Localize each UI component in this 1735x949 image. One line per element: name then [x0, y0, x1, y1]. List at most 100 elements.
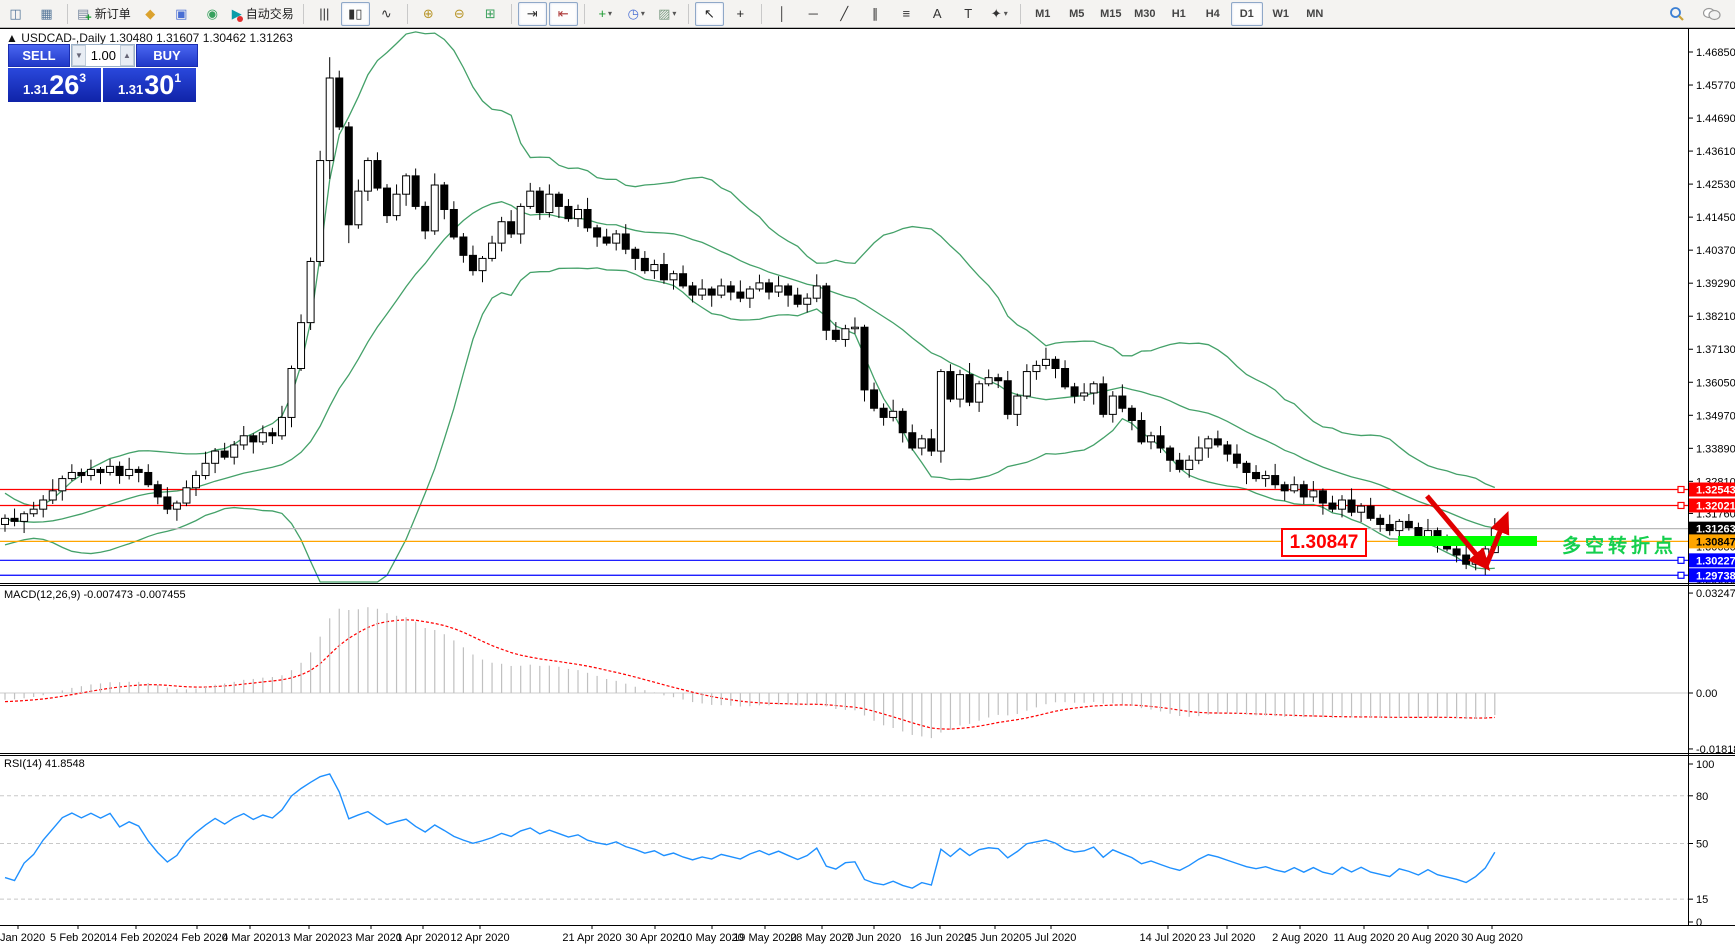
price-badge — [1689, 534, 1735, 549]
svg-text:1 Apr 2020: 1 Apr 2020 — [396, 932, 449, 944]
channel-icon[interactable]: ∥ — [872, 5, 879, 21]
svg-text:1.30227: 1.30227 — [1696, 555, 1735, 567]
macd-pane: 0.032478 0.00 -0.018182 — [0, 588, 1735, 756]
svg-text:-0.018182: -0.018182 — [1696, 744, 1735, 756]
timeframe-h4[interactable]: H4 — [1205, 7, 1220, 20]
text-label-icon[interactable]: T — [964, 6, 973, 21]
support-level-label[interactable]: 1.30847 — [1281, 528, 1367, 557]
zoom-out-icon[interactable]: ⊖ — [453, 5, 465, 21]
volume-stepper[interactable]: ▼ 1.00 ▲ — [71, 44, 135, 67]
svg-text:5 Jul 2020: 5 Jul 2020 — [1026, 932, 1077, 944]
timeframe-m1[interactable]: M1 — [1035, 7, 1051, 20]
vertical-line-icon[interactable]: │ — [778, 6, 787, 21]
tile-windows-icon[interactable]: ⊞ — [484, 5, 496, 21]
volume-increase-button[interactable]: ▲ — [120, 45, 134, 66]
timeframe-h1[interactable]: H1 — [1171, 7, 1186, 20]
fibonacci-icon[interactable]: ≡ — [902, 6, 911, 21]
svg-text:1.43610: 1.43610 — [1696, 146, 1735, 158]
timeframe-d1[interactable]: D1 — [1230, 1, 1263, 26]
price-badge — [1689, 521, 1735, 536]
arrows-icon[interactable]: ✦ ▾ — [990, 5, 1008, 21]
timeframe-w1[interactable]: W1 — [1272, 7, 1290, 20]
price-badge — [1689, 498, 1735, 513]
svg-text:1.29738: 1.29738 — [1696, 570, 1735, 582]
macd-histogram — [4, 607, 1496, 739]
toolbar-right — [1659, 2, 1729, 26]
sell-price-pip: 3 — [79, 71, 87, 85]
chart-shift-icon[interactable]: ⇥ — [517, 1, 547, 26]
buy-button[interactable]: BUY — [136, 44, 198, 67]
svg-text:30 Aug 2020: 30 Aug 2020 — [1461, 932, 1523, 944]
price-badge — [1689, 482, 1735, 497]
chart-title: ▲ USDCAD-,Daily 1.30480 1.31607 1.30462 … — [6, 31, 293, 45]
svg-text:1.38210: 1.38210 — [1696, 311, 1735, 323]
svg-text:24 Feb 2020: 24 Feb 2020 — [166, 932, 228, 944]
line-chart-icon[interactable]: ∿ — [380, 5, 392, 21]
trend-arrow[interactable] — [1425, 494, 1491, 571]
toolbar-separator — [510, 3, 512, 24]
new-order-icon[interactable]: ▤ + 新订单 — [77, 5, 131, 24]
svg-text:1.34970: 1.34970 — [1696, 410, 1735, 422]
svg-text:11 Aug 2020: 11 Aug 2020 — [1334, 932, 1395, 944]
svg-text:1.44690: 1.44690 — [1696, 113, 1735, 125]
timeframe-m30[interactable]: M30 — [1134, 7, 1156, 20]
svg-text:5 Feb 2020: 5 Feb 2020 — [50, 932, 106, 944]
trendline-icon[interactable]: ╱ — [840, 5, 849, 21]
crosshair-icon[interactable]: + — [736, 6, 745, 21]
horizontal-line-icon[interactable]: ─ — [808, 6, 818, 21]
market-watch-window-icon[interactable]: ▣ — [175, 5, 188, 21]
svg-text:1.37130: 1.37130 — [1696, 344, 1735, 356]
timeframe-m15[interactable]: M15 — [1100, 7, 1122, 20]
zoom-in-icon[interactable]: ⊕ — [422, 5, 434, 21]
pane-borders — [0, 28, 1735, 926]
chart-autoscroll-icon[interactable]: ⇤ — [548, 1, 578, 26]
volume-decrease-button[interactable]: ▼ — [72, 45, 86, 66]
search-icon[interactable] — [1662, 2, 1691, 26]
sell-button[interactable]: SELL — [8, 44, 70, 67]
hline-handle[interactable] — [1677, 571, 1685, 579]
periods-icon[interactable]: ◷ ▾ — [627, 5, 645, 21]
timeframe-mn[interactable]: MN — [1306, 7, 1324, 20]
profiles-icon[interactable]: ◆ — [145, 5, 156, 21]
svg-text:23 Jul 2020: 23 Jul 2020 — [1199, 932, 1256, 944]
templates-icon[interactable]: ▨ ▾ — [658, 5, 677, 21]
volume-value[interactable]: 1.00 — [90, 48, 116, 63]
autotrading-icon[interactable]: ▶ 自动交易 — [231, 5, 294, 22]
svg-text:19 May 2020: 19 May 2020 — [733, 932, 797, 944]
svg-text:10 May 2020: 10 May 2020 — [680, 932, 744, 944]
text-icon[interactable]: A — [932, 6, 942, 21]
toolbar-separator — [406, 3, 408, 24]
bar-chart-icon[interactable]: ||| — [319, 6, 330, 21]
svg-text:14 Feb 2020: 14 Feb 2020 — [105, 932, 167, 944]
turning-point-annotation[interactable]: 多空转折点 — [1562, 536, 1678, 557]
market-watch-icon[interactable]: ◫ — [9, 5, 22, 21]
hline-handle[interactable] — [1677, 485, 1685, 494]
indicators-icon[interactable]: + ▾ — [598, 6, 613, 21]
svg-text:1.30847: 1.30847 — [1696, 536, 1735, 548]
candlestick-chart-icon[interactable]: ▮▯ — [340, 1, 370, 26]
hline-handle[interactable] — [1677, 501, 1685, 510]
timeframe-m5[interactable]: M5 — [1069, 7, 1085, 20]
sell-price-box[interactable]: 1.31 26 3 — [8, 68, 101, 102]
chat-icon[interactable] — [1697, 2, 1726, 26]
rsi-pane: 100 80 50 15 0 — [0, 759, 1714, 929]
data-window-icon[interactable]: ▦ — [40, 5, 53, 21]
buy-price-pip: 1 — [174, 71, 182, 85]
sell-price-big: 26 — [49, 70, 80, 101]
svg-text:13 Mar 2020: 13 Mar 2020 — [278, 932, 340, 944]
svg-text:15: 15 — [1696, 894, 1708, 906]
trend-arrow[interactable] — [1483, 510, 1510, 567]
buy-price-box[interactable]: 1.31 30 1 — [103, 68, 196, 102]
svg-text:1.33890: 1.33890 — [1696, 443, 1735, 455]
hline-handle[interactable] — [1677, 556, 1685, 564]
signals-icon[interactable]: ◉ — [206, 5, 218, 21]
cursor-icon[interactable]: ↖ — [694, 1, 724, 26]
svg-text:1.46850: 1.46850 — [1696, 47, 1735, 59]
svg-text:0.00: 0.00 — [1696, 688, 1717, 700]
toolbar-separator — [687, 3, 689, 24]
svg-text:1.45770: 1.45770 — [1696, 80, 1735, 92]
collapse-marker-icon[interactable]: ▲ — [6, 31, 18, 45]
ohlc-values: 1.30480 1.31607 1.30462 1.31263 — [109, 31, 293, 45]
